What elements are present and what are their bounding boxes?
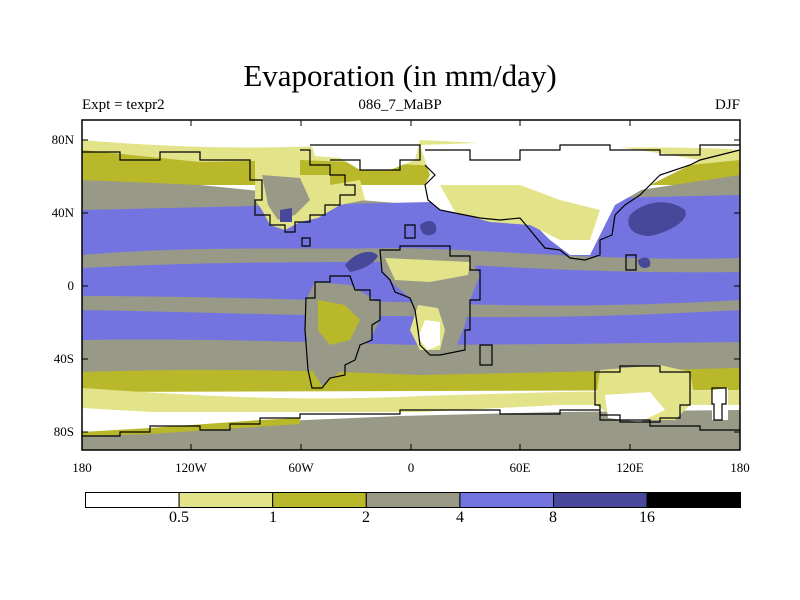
colorbar-swatch-6 — [646, 492, 741, 508]
lat-label-80s: 80S — [53, 424, 74, 439]
experiment-label: Expt = texpr2 — [82, 97, 165, 113]
south-america-mid — [318, 300, 360, 345]
band-south-mid — [82, 368, 740, 392]
eurasia — [420, 140, 700, 255]
colorbar-swatch-3 — [365, 492, 461, 508]
lat-label-0: 0 — [67, 278, 75, 293]
colorbar-label-2: 2 — [362, 509, 370, 526]
max-kuroshio — [628, 202, 686, 236]
map-title: Evaporation (in mm/day) — [243, 58, 557, 93]
max-south-pac — [638, 257, 651, 268]
band-south-grey — [82, 339, 740, 380]
lon-label-60w: 60W — [288, 460, 314, 475]
lon-label-120e: 120E — [616, 460, 644, 475]
colorbar-swatch-1 — [178, 492, 274, 508]
africa-dry — [385, 258, 470, 282]
max-gulf — [280, 208, 292, 222]
max-med — [420, 220, 437, 236]
south-africa-white — [418, 320, 440, 350]
max-mid-atlantic — [345, 251, 378, 272]
axis-ticks — [81, 120, 741, 450]
lat-label-40s: 40S — [53, 351, 74, 366]
lon-label-180e: 180 — [730, 460, 750, 475]
lat-label-80n: 80N — [51, 132, 74, 147]
north-america-interior — [262, 175, 310, 220]
colorbar-swatch-0 — [85, 492, 180, 508]
coastlines — [82, 144, 740, 437]
band-antarctic — [82, 410, 740, 450]
lon-label-180w: 180 — [72, 460, 92, 475]
lat-label-40n: 40N — [51, 205, 74, 220]
colorbar-swatch-4 — [459, 492, 554, 508]
colorbar-swatch-5 — [553, 492, 648, 508]
colorbar — [85, 492, 741, 508]
greenland — [310, 140, 420, 170]
nz-white — [712, 388, 728, 420]
band-trop-grey-2 — [82, 296, 740, 318]
lon-label-0: 0 — [407, 460, 415, 475]
run-label: 086_7_MaBP — [358, 97, 442, 113]
eurasia-dry — [440, 185, 600, 240]
season-label: DJF — [714, 97, 740, 113]
colorbar-label-0-5: 0.5 — [169, 509, 189, 526]
lon-label-60e: 60E — [509, 460, 531, 475]
lon-label-120w: 120W — [175, 460, 207, 475]
colorbar-label-16: 16 — [639, 509, 655, 526]
colorbar-label-4: 4 — [456, 509, 464, 526]
colorbar-label-1: 1 — [269, 509, 277, 526]
colorbar-swatch-2 — [272, 492, 367, 508]
colorbar-label-8: 8 — [549, 509, 557, 526]
